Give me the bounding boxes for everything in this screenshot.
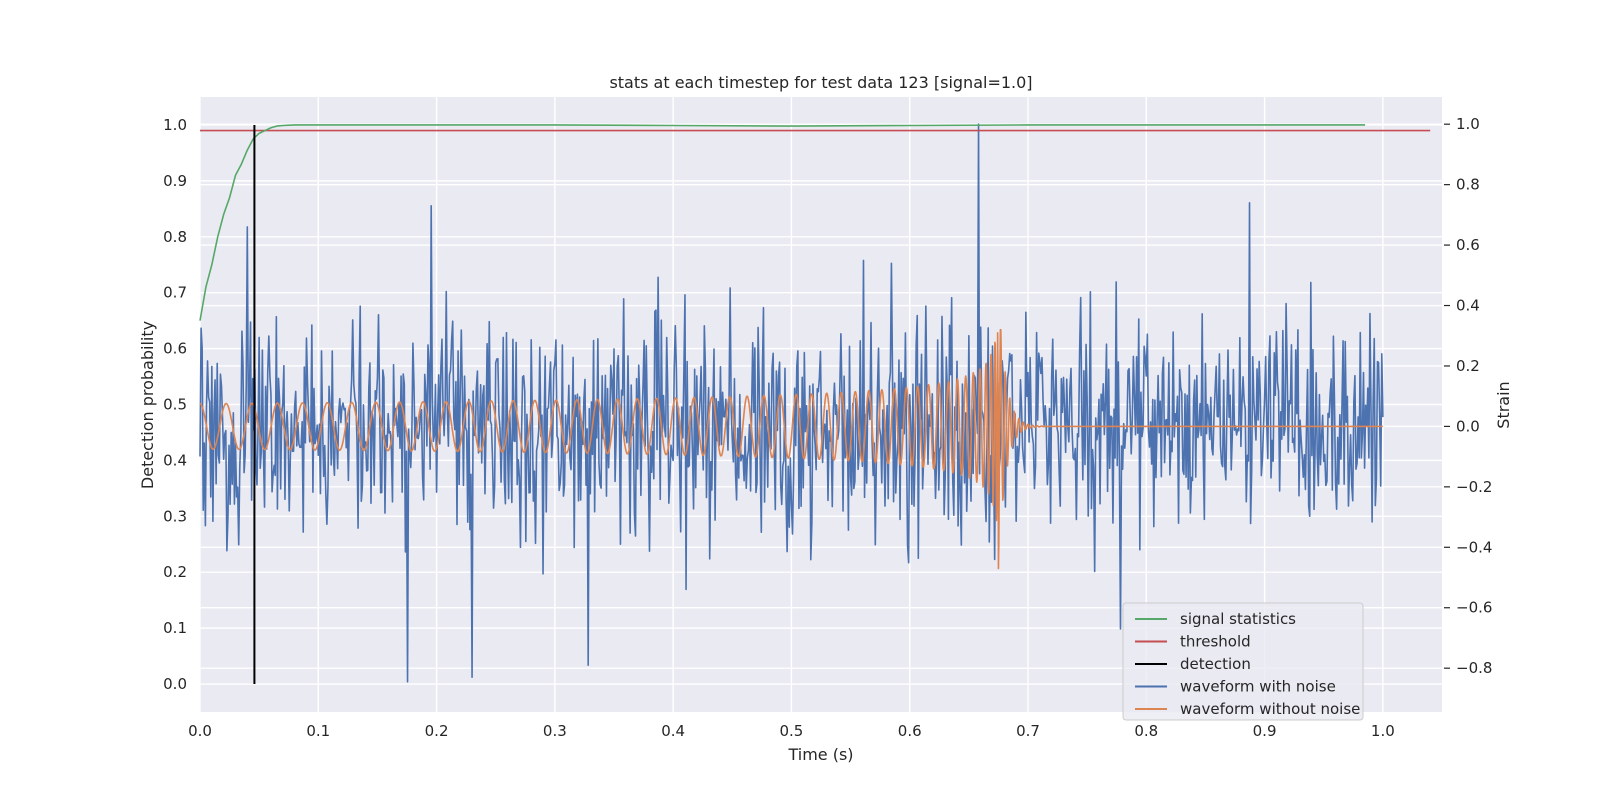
legend-label: threshold [1180, 633, 1251, 651]
chart-title: stats at each timestep for test data 123… [609, 73, 1032, 92]
y-tick-label: 0.8 [163, 228, 187, 246]
x-tick-label: 0.9 [1253, 722, 1277, 740]
x-axis-ticks: 0.0 0.1 0.2 0.3 0.4 0.5 0.6 0.7 0.8 0.9 1.0 [188, 722, 1395, 740]
y2-tick-label: 0.8 [1456, 176, 1480, 194]
legend-box [1122, 602, 1364, 721]
y2-tick-label: −0.8 [1456, 659, 1492, 677]
y-tick-label: 0.9 [163, 172, 187, 190]
x-tick-label: 0.3 [543, 722, 567, 740]
waveform-with-noise-line [199, 123, 1384, 683]
y-tick-label: 0.2 [163, 563, 187, 581]
x-tick-label: 1.0 [1371, 722, 1395, 740]
y2-axis-title: Strain [1494, 381, 1513, 428]
y2-tick-label: 0.2 [1456, 357, 1480, 375]
signal-statistics-line [199, 124, 1366, 321]
y-axis-title: Detection probability [138, 321, 157, 489]
y2-tick-label: −0.4 [1456, 538, 1492, 556]
y2-tick-label: 1.0 [1456, 115, 1480, 133]
y-tick-label: 0.7 [163, 284, 187, 302]
y-tick-label: 0.5 [163, 396, 187, 414]
series-layer [199, 123, 1431, 685]
x-tick-label: 0.0 [188, 722, 212, 740]
legend-label: signal statistics [1180, 610, 1296, 628]
legend-label: waveform with noise [1180, 678, 1336, 696]
y2-tick-label: 0.0 [1456, 417, 1480, 435]
y2-tick-label: 0.6 [1456, 236, 1480, 254]
y2-tick-label: 0.4 [1456, 297, 1480, 315]
y2-tick-label: −0.6 [1456, 599, 1492, 617]
legend-label: waveform without noise [1180, 700, 1360, 718]
y-tick-label: 1.0 [163, 116, 187, 134]
y-tick-label: 0.3 [163, 507, 187, 525]
x-tick-label: 0.2 [425, 722, 449, 740]
x-tick-label: 0.6 [898, 722, 922, 740]
x-tick-label: 0.4 [661, 722, 685, 740]
y-tick-label: 0.1 [163, 619, 187, 637]
x-tick-label: 0.8 [1134, 722, 1158, 740]
y-tick-label: 0.0 [163, 675, 187, 693]
x-tick-label: 0.1 [306, 722, 330, 740]
x-axis-title: Time (s) [787, 745, 853, 764]
y-axis-ticks: 0.0 0.1 0.2 0.3 0.4 0.5 0.6 0.7 0.8 0.9 1.0 [163, 116, 187, 693]
y2-axis-ticks: −0.8 −0.6 −0.4 −0.2 0.0 0.2 0.4 0.6 0.8 1.0 [1444, 115, 1492, 677]
y2-tick-label: −0.2 [1456, 478, 1492, 496]
waveform-without-noise-line [199, 328, 1384, 570]
x-tick-label: 0.7 [1016, 722, 1040, 740]
y-tick-label: 0.4 [163, 451, 187, 469]
legend: signal statistics threshold detection wavef… [1122, 602, 1364, 721]
y-tick-label: 0.6 [163, 340, 187, 358]
legend-label: detection [1180, 655, 1251, 673]
x-tick-label: 0.5 [779, 722, 803, 740]
